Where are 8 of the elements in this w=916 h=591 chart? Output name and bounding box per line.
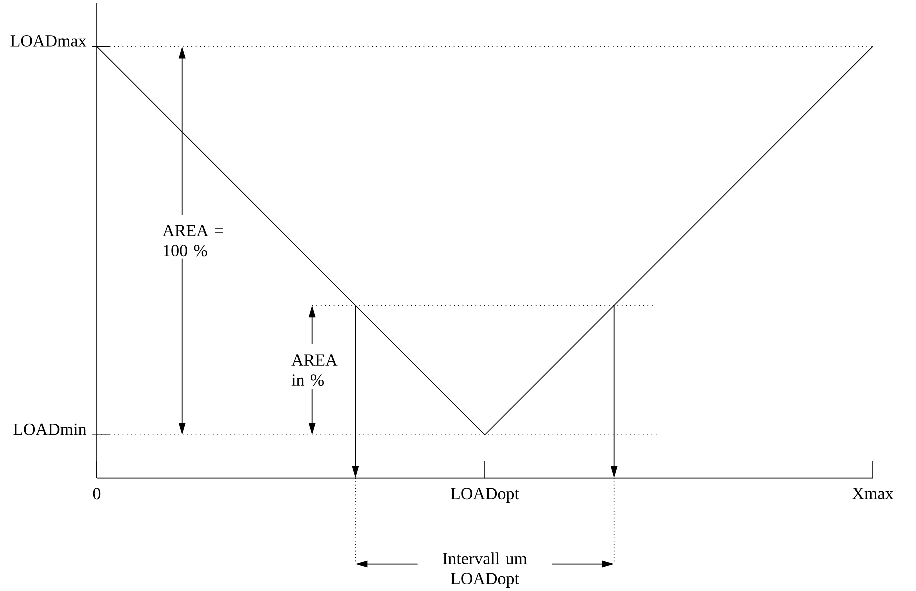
annotation: AREA = 100 % [162,225,224,257]
x-tick-label: LOADopt [451,488,520,504]
x-tick-label: Xmax [852,488,894,500]
ref-line-label: LOADmax [10,35,87,47]
text: Intervall um LOADopt [443,552,528,588]
ref-line-label: LOADmin [14,424,87,436]
annotation: AREA in % [292,354,338,386]
x-tick-label: 0 [93,488,101,500]
